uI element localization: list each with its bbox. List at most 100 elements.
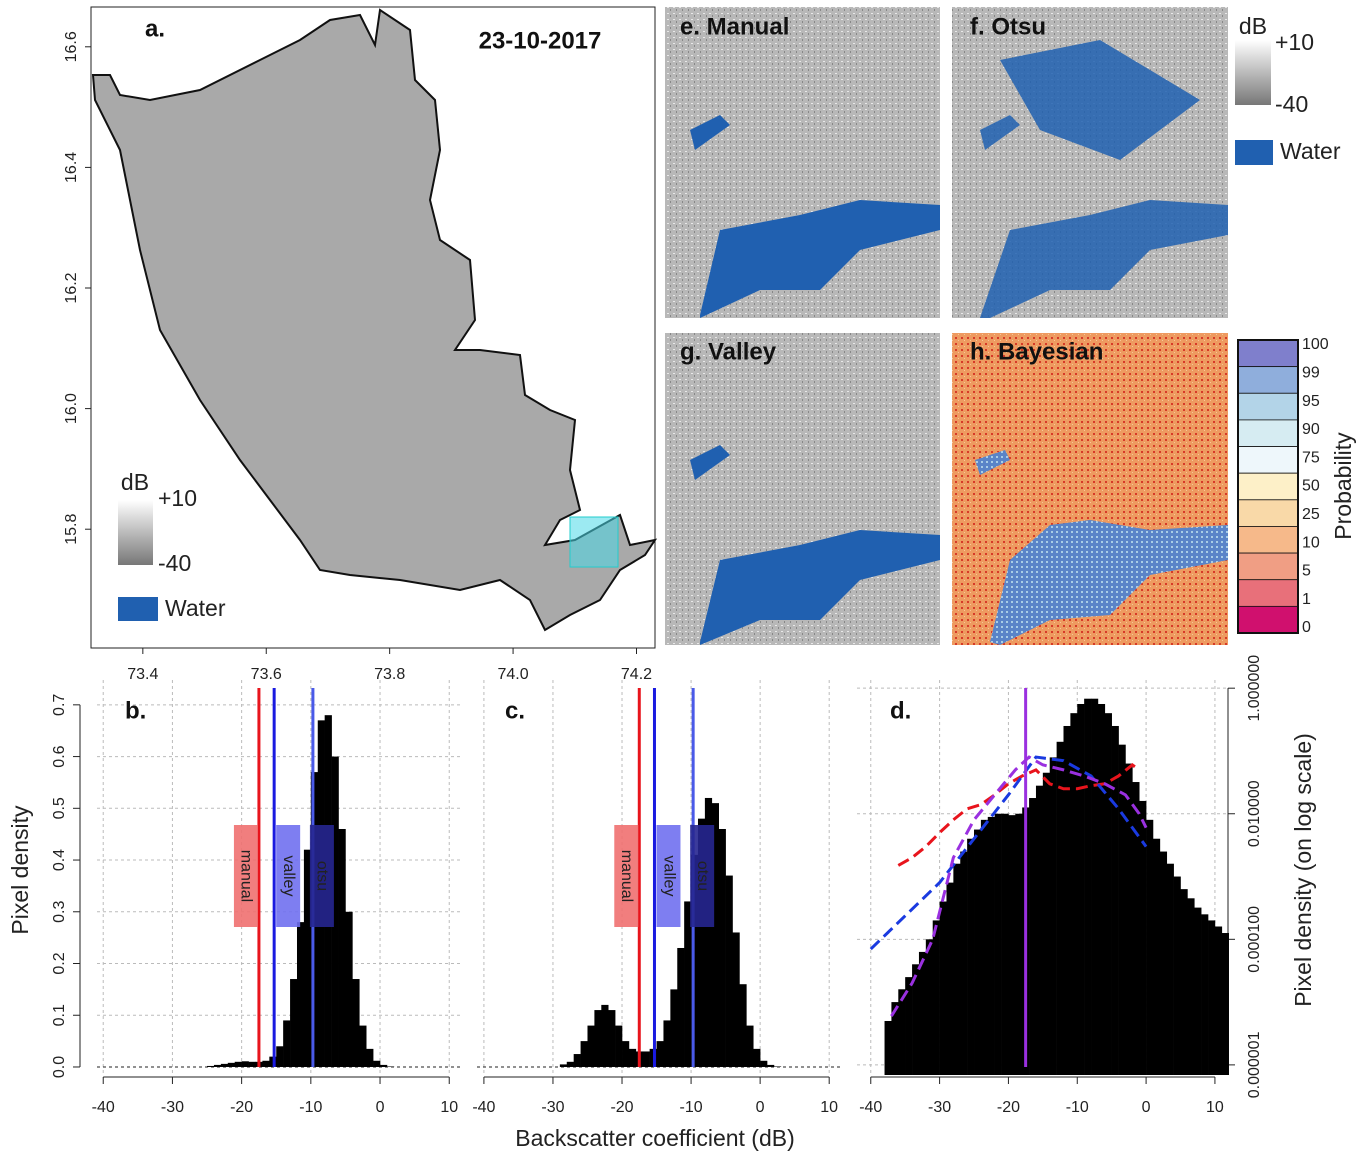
histogram-bar [234,1061,242,1067]
threshold-box [614,825,639,927]
histogram-bar [960,851,968,1075]
histogram-bar [884,1020,892,1075]
histogram-bar [1084,698,1092,1075]
histogram-bar [1001,813,1009,1075]
histogram-bar [303,849,312,1067]
x-tick-label: -30 [928,1099,951,1116]
y2-tick-label: 0.000100 [1246,906,1263,973]
histogram-bar [1118,744,1126,1075]
histogram-bar [767,1064,775,1067]
threshold-label: manual [618,850,635,902]
histogram-bar [628,1048,637,1067]
threshold-label: valley [660,856,677,897]
histogram-bar [898,989,906,1075]
threshold-box [309,825,334,927]
histogram-bar [1187,898,1195,1075]
histogram-bar [1152,838,1161,1075]
x-tick-label: -40 [472,1099,495,1116]
x-tick-label: 73.8 [374,666,405,683]
y2-axis-title: Pixel density (on log scale) [1290,733,1316,1007]
histogram-bar [1091,698,1099,1075]
histogram-bar [594,1010,602,1067]
x-tick-label: -10 [299,1099,322,1116]
histogram-bar [366,1048,374,1067]
colorbar-cell [1237,392,1299,421]
histogram-bar [967,838,975,1075]
histogram-bar [732,932,740,1067]
histogram-bar [1180,889,1188,1075]
legend-min: -40 [158,550,191,576]
x-tick-label: 10 [1206,1099,1224,1116]
histogram-bar [925,939,934,1075]
colorbar-label: 95 [1302,393,1320,410]
threshold-label: otsu [694,861,711,891]
water-swatch [1235,140,1273,165]
histogram-bar [359,1025,367,1067]
histogram-bar [1146,819,1154,1075]
histogram-bar [711,803,719,1067]
x-tick-label: 0 [756,1099,765,1116]
x-tick-label: -30 [541,1099,564,1116]
histogram-bar [1214,926,1223,1075]
y-tick-label: 0.2 [51,952,68,974]
histogram-bar [1077,703,1085,1075]
histogram-bar [946,882,954,1075]
histogram-bar [1221,933,1229,1075]
legend-title: dB [121,469,149,495]
x-tick-label: -40 [859,1099,882,1116]
threshold-box [690,825,715,927]
water-swatch [118,597,158,621]
histogram-bar [697,818,706,1067]
histogram-bar [953,863,961,1075]
y-tick-label: 0.3 [51,901,68,923]
histogram-bar [905,977,913,1075]
x-tick-label: -20 [610,1099,633,1116]
colorbar-label: 10 [1302,534,1320,551]
y2-tick-label: 0.000001 [1246,1031,1263,1098]
threshold-label: manual [238,850,255,902]
histogram-bar [622,1041,630,1067]
histogram-bar [296,922,305,1067]
histogram-bar [608,1010,616,1067]
panel-label: c. [505,697,525,724]
x-tick-label: 73.6 [251,666,282,683]
histogram-bar [573,1054,581,1067]
histogram-bar [615,1025,623,1067]
histogram-bar [1139,800,1147,1075]
histogram-bar [974,829,982,1075]
histogram-bar [773,1066,782,1067]
histogram-bar [739,984,747,1067]
histogram-bar [1008,815,1016,1075]
histogram-bar [213,1064,222,1067]
colorbar-cell [1237,446,1299,474]
histogram-bar [380,1064,388,1067]
histogram-bar [345,911,353,1067]
y2-tick-label: 1.000000 [1246,655,1263,722]
histogram-bar [939,901,947,1075]
threshold-label: valley [280,856,297,897]
histogram-bar [642,1051,650,1067]
y-tick-label: 0.1 [51,1004,68,1026]
x-tick-label: 0 [376,1099,385,1116]
histogram-bar [1111,725,1119,1075]
histogram-bar [1097,703,1106,1075]
x-tick-label: -10 [1066,1099,1089,1116]
histogram-bar [338,828,346,1067]
histogram-bar [559,1064,568,1067]
histogram-bar [241,1061,249,1067]
histogram-bar [601,1004,609,1067]
x-tick-label: 10 [820,1099,838,1116]
histogram-bar [290,979,298,1067]
colorbar-cell [1237,526,1299,554]
histogram-bar [373,1060,381,1067]
colorbar-cell [1237,419,1299,447]
colorbar-label: 100 [1302,336,1329,353]
legend-title: dB [1239,13,1267,39]
y-tick-label: 0.0 [51,1056,68,1078]
histogram-bar [987,816,995,1075]
histogram-bar [1070,713,1078,1075]
legend-water: Water [165,595,226,621]
y-tick-label: 0.5 [51,797,68,819]
water-area [980,40,1228,318]
colorbar-label: 25 [1302,506,1320,523]
